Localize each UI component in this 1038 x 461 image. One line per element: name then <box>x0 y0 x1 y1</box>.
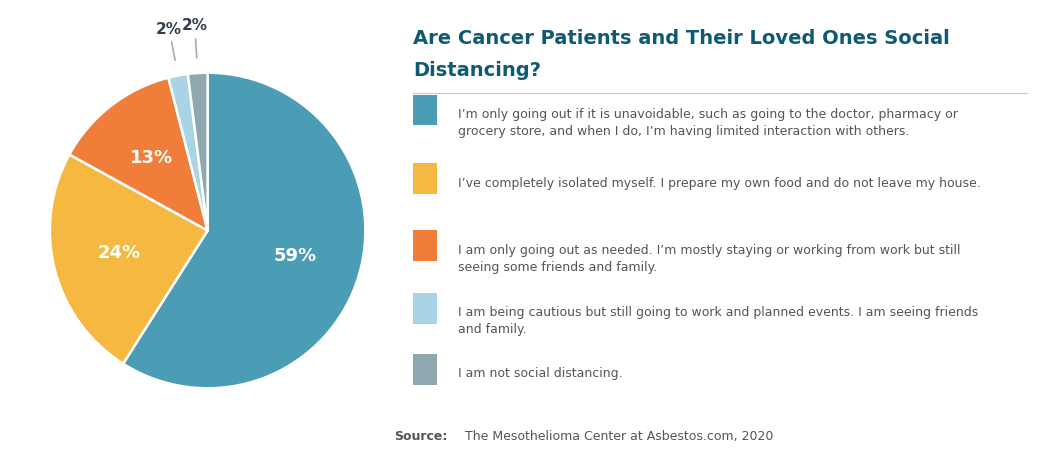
Text: The Mesothelioma Center at Asbestos.com, 2020: The Mesothelioma Center at Asbestos.com,… <box>465 430 773 443</box>
Text: Are Cancer Patients and Their Loved Ones Social: Are Cancer Patients and Their Loved Ones… <box>413 29 950 47</box>
Text: 2%: 2% <box>156 22 182 60</box>
Text: I’ve completely isolated myself. I prepare my own food and do not leave my house: I’ve completely isolated myself. I prepa… <box>458 177 981 189</box>
FancyBboxPatch shape <box>413 95 437 125</box>
Text: 13%: 13% <box>130 149 173 167</box>
Text: Source:: Source: <box>394 430 447 443</box>
FancyBboxPatch shape <box>413 293 437 324</box>
Text: I’m only going out if it is unavoidable, such as going to the doctor, pharmacy o: I’m only going out if it is unavoidable,… <box>458 108 958 138</box>
Text: 24%: 24% <box>98 244 140 262</box>
FancyBboxPatch shape <box>413 230 437 261</box>
Text: I am only going out as needed. I’m mostly staying or working from work but still: I am only going out as needed. I’m mostl… <box>458 243 960 273</box>
FancyBboxPatch shape <box>413 354 437 384</box>
Wedge shape <box>70 78 208 230</box>
Text: 2%: 2% <box>182 18 208 58</box>
FancyBboxPatch shape <box>413 164 437 194</box>
Wedge shape <box>124 73 365 388</box>
Wedge shape <box>188 73 208 230</box>
Text: 59%: 59% <box>274 247 317 265</box>
Text: I am not social distancing.: I am not social distancing. <box>458 367 623 380</box>
Text: I am being cautious but still going to work and planned events. I am seeing frie: I am being cautious but still going to w… <box>458 307 978 337</box>
Wedge shape <box>168 74 208 230</box>
Text: Distancing?: Distancing? <box>413 61 542 80</box>
Wedge shape <box>50 154 208 364</box>
